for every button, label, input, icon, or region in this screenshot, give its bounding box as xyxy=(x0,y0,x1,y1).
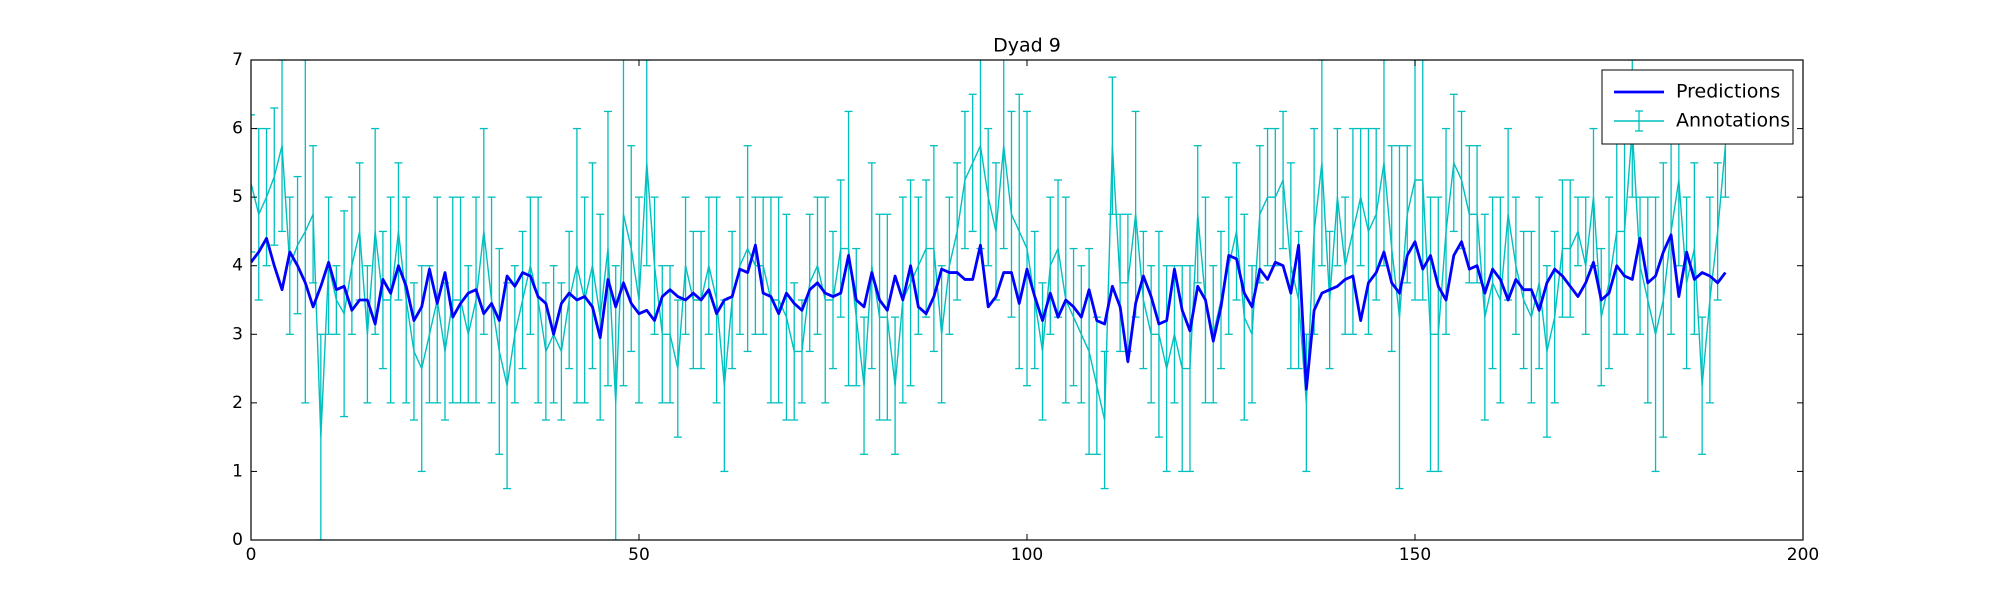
y-tick-label: 5 xyxy=(232,187,243,207)
legend-label: Annotations xyxy=(1676,110,1790,132)
legend: Predictions Annotations xyxy=(1601,69,1794,145)
axes-frame xyxy=(250,59,1804,541)
legend-label: Predictions xyxy=(1676,81,1780,103)
y-tick-label: 3 xyxy=(232,324,243,344)
y-tick-label: 4 xyxy=(232,256,243,276)
y-tick-label: 0 xyxy=(232,530,243,550)
x-tick-label: 150 xyxy=(1399,545,1431,565)
chart-title: Dyad 9 xyxy=(993,35,1061,57)
x-tick-label: 200 xyxy=(1787,545,1819,565)
x-tick-label: 50 xyxy=(628,545,650,565)
x-tick-label: 0 xyxy=(246,545,257,565)
y-tick-label: 7 xyxy=(232,50,243,70)
plot-area xyxy=(251,60,1730,540)
series-line xyxy=(251,127,1727,438)
error-bar xyxy=(251,114,255,253)
legend-box xyxy=(1601,69,1794,145)
y-tick-label: 2 xyxy=(232,393,243,413)
series-line xyxy=(251,233,1727,391)
axes: 0 50 100 150 200 0 1 2 3 4 5 6 7 xyxy=(232,50,1819,565)
y-tick-label: 1 xyxy=(232,461,243,481)
x-tick-label: 100 xyxy=(1011,545,1043,565)
y-tick-label: 6 xyxy=(232,119,243,139)
